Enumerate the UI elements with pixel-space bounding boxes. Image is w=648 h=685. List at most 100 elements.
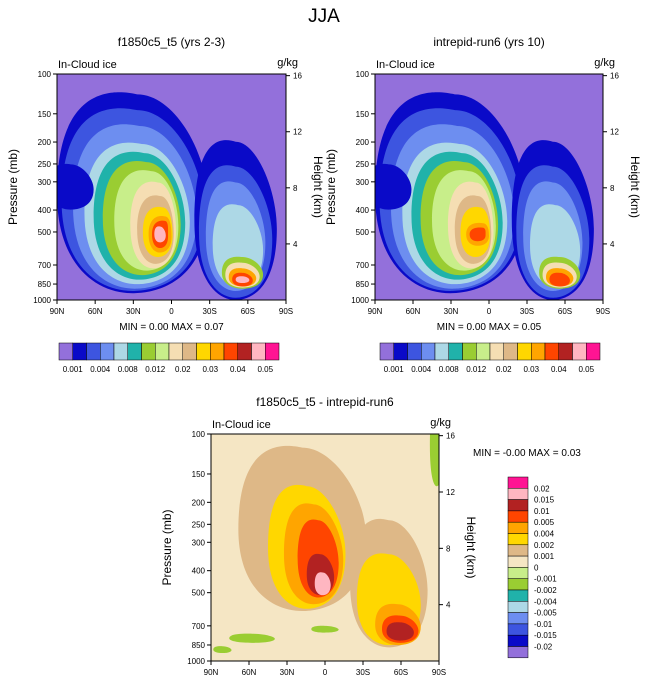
colorbar-label: 0.008 (118, 365, 139, 374)
colorbar-label: 0.03 (523, 365, 539, 374)
z-tick-label: 8 (446, 544, 451, 553)
p-tick-label: 250 (356, 160, 370, 169)
colorbar-swatch (507, 567, 529, 579)
p-tick-label: 300 (38, 178, 52, 187)
colorbar-swatch (507, 510, 529, 523)
p-tick-label: 500 (356, 228, 370, 237)
colorbar-swatch (210, 342, 225, 361)
x-tick-label: 30N (444, 307, 459, 316)
p-tick-label: 200 (192, 498, 206, 507)
p-tick-label: 400 (356, 206, 370, 215)
colorbar-label: 0.03 (202, 365, 218, 374)
x-tick-label: 30S (203, 307, 217, 316)
p-tick-label: 100 (356, 70, 370, 79)
colorbar-swatch (544, 342, 559, 361)
colorbar-swatch (462, 342, 477, 361)
contour-level-neg-top (429, 434, 439, 487)
z-tick-label: 12 (610, 128, 619, 137)
field-label: In-Cloud ice (376, 59, 435, 71)
p-tick-label: 300 (356, 178, 370, 187)
colorbar-swatch (168, 342, 183, 361)
x-tick-label: 30S (356, 668, 370, 677)
axes: f1850c5_t5 - intrepid-run6 In-Cloud ice g/… (160, 395, 478, 677)
p-tick-label: 850 (356, 280, 370, 289)
p-tick-label: 500 (38, 228, 52, 237)
panel-title: f1850c5_t5 - intrepid-run6 (256, 395, 394, 409)
p-tick-label: 500 (192, 589, 206, 598)
z-tick-label: 12 (446, 488, 455, 497)
colorbar: 0.02 0.015 0.01 0.005 0.004 0.002 0.001 0 -0.001… (473, 448, 581, 659)
axes: f1850c5_t5 (yrs 2-3)In-Cloud ice g/kg 100 1… (6, 35, 325, 316)
y-axis-label-right: Height (km) (628, 156, 642, 218)
colorbar-label: 0.01 (534, 507, 550, 516)
p-tick-label: 700 (192, 622, 206, 631)
p-tick-label: 150 (356, 110, 370, 119)
colorbar-label: -0.001 (534, 575, 557, 584)
colorbar-label: 0.02 (496, 365, 512, 374)
colorbar-label: 0.004 (90, 365, 111, 374)
contour-level-neg-left (213, 646, 232, 654)
units-label: g/kg (594, 57, 615, 69)
p-tick-label: 100 (192, 430, 206, 439)
p-tick-label: 400 (192, 567, 206, 576)
colorbar-swatch (407, 342, 422, 361)
colorbar-swatch (586, 342, 601, 361)
units-label: g/kg (277, 57, 298, 69)
x-tick-label: 90N (368, 307, 383, 316)
colorbar-swatch (127, 342, 142, 361)
colorbar-swatch (113, 342, 128, 361)
z-tick-label: 16 (610, 72, 619, 81)
colorbar-label: 0.02 (175, 365, 191, 374)
z-tick-label: 8 (610, 184, 615, 193)
y-axis-label-right: Height (km) (464, 516, 478, 578)
p-tick-label: 1000 (351, 296, 369, 305)
y-axis-label: Pressure (mb) (6, 149, 20, 225)
p-tick-label: 700 (38, 261, 52, 270)
colorbar-label: 0 (534, 563, 539, 572)
colorbar-swatch (141, 342, 156, 361)
colorbar-label: 0.002 (534, 541, 555, 550)
colorbar-swatch (507, 601, 529, 613)
z-tick-label: 4 (293, 240, 298, 249)
contour-level-11 (469, 227, 486, 242)
x-tick-label: 0 (487, 307, 492, 316)
colorbar-swatch (489, 342, 504, 361)
p-tick-label: 300 (192, 538, 206, 547)
x-tick-label: 60S (394, 668, 408, 677)
z-tick-label: 16 (446, 432, 455, 441)
p-tick-label: 150 (38, 110, 52, 119)
p-tick-label: 150 (192, 470, 206, 479)
colorbar-swatch (507, 533, 529, 546)
y-axis-label: Pressure (mb) (324, 149, 338, 225)
colorbar-label: -0.004 (534, 597, 557, 606)
colorbar-label: 0.001 (384, 365, 405, 374)
colorbar-swatch (58, 342, 73, 361)
colorbar-label: -0.002 (534, 586, 557, 595)
x-tick-label: 90S (279, 307, 293, 316)
colorbar-swatch (507, 476, 529, 489)
colorbar-swatch (517, 342, 532, 361)
z-tick-label: 16 (293, 72, 302, 81)
contour-field (57, 74, 286, 300)
colorbar-swatch (86, 342, 101, 361)
colorbar-label: 0.02 (534, 484, 550, 493)
colorbar-label: 0.012 (466, 365, 487, 374)
colorbar-swatch (507, 578, 529, 591)
p-tick-label: 200 (356, 138, 370, 147)
stats-label: MIN = -0.00 MAX = 0.03 (473, 448, 581, 459)
colorbar-swatch (448, 342, 463, 361)
x-tick-label: 60S (558, 307, 572, 316)
colorbar-label: 0.015 (534, 496, 555, 505)
x-tick-label: 0 (323, 668, 328, 677)
colorbar-swatch (507, 612, 529, 625)
p-tick-label: 250 (192, 520, 206, 529)
contour-level-west (375, 163, 412, 210)
x-tick-label: 60N (406, 307, 421, 316)
colorbar-swatch (223, 342, 238, 361)
x-tick-label: 60N (88, 307, 103, 316)
colorbar-swatch (503, 342, 518, 361)
y-axis-label-right: Height (km) (311, 156, 325, 218)
colorbar-swatch (507, 544, 529, 557)
contour-field (375, 74, 603, 300)
